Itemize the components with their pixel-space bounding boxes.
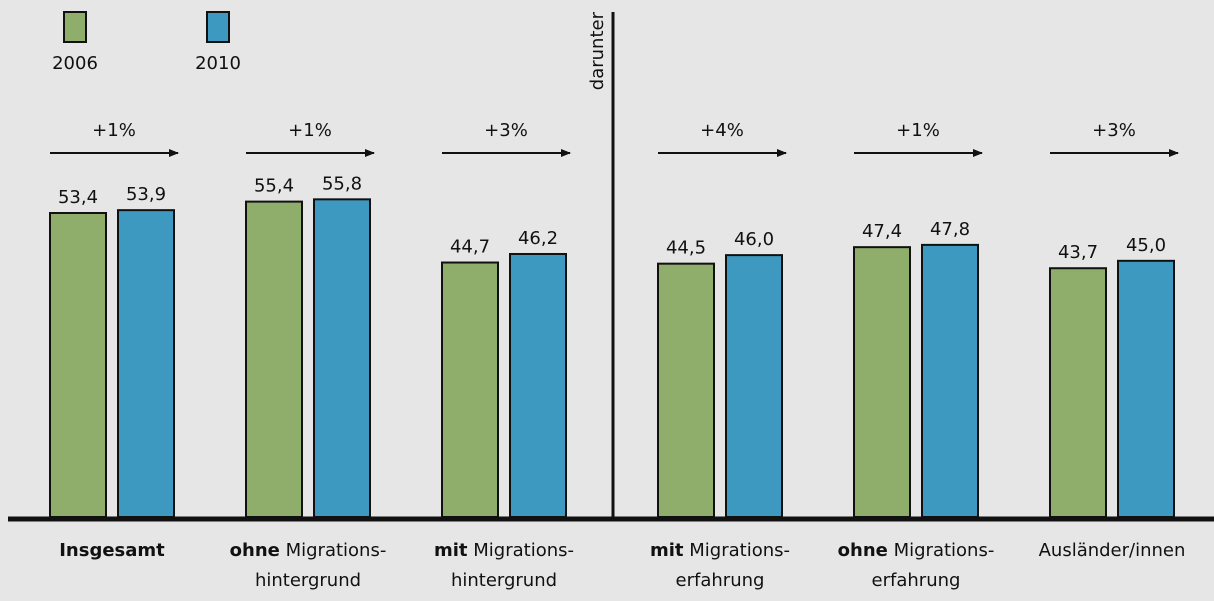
legend-label-2010: 2010 — [195, 53, 241, 74]
category-label-4: mit Migrations- — [650, 540, 790, 561]
category-label-line2-5: erfahrung — [872, 570, 961, 591]
bar-2010-2 — [313, 198, 371, 519]
bar-2006-5 — [853, 246, 911, 518]
category-label-line2-3: hintergrund — [451, 570, 557, 591]
value-label-2010-1: 53,9 — [126, 184, 166, 205]
category-label-rest-3: Migrations- — [468, 540, 574, 561]
category-label-rest-6: Ausländer/innen — [1039, 540, 1186, 561]
bar-2010-5 — [921, 243, 979, 518]
value-label-2010-6: 45,0 — [1126, 235, 1166, 256]
value-label-2010-3: 46,2 — [518, 228, 558, 249]
change-label-3: +3% — [484, 120, 528, 141]
category-label-2: ohne Migrations- — [230, 540, 387, 561]
bar-2006-1 — [49, 212, 107, 518]
bar-2010-1 — [117, 209, 175, 518]
legend-swatch-2006 — [63, 11, 87, 43]
bar-2006-3 — [441, 261, 499, 518]
value-label-2010-5: 47,8 — [930, 219, 970, 240]
value-label-2006-6: 43,7 — [1058, 242, 1098, 263]
change-label-4: +4% — [700, 120, 744, 141]
value-label-2006-4: 44,5 — [666, 238, 706, 259]
category-label-1: Insgesamt — [59, 540, 165, 561]
bar-2006-2 — [245, 200, 303, 518]
category-label-rest-2: Migrations- — [280, 540, 386, 561]
change-label-1: +1% — [92, 120, 136, 141]
bar-2010-4 — [725, 254, 783, 518]
bar-2006-4 — [657, 262, 715, 518]
category-label-bold-3: mit — [434, 540, 468, 561]
category-label-bold-4: mit — [650, 540, 684, 561]
category-label-bold-1: Insgesamt — [59, 540, 165, 561]
legend-swatch-2010 — [206, 11, 230, 43]
legend-label-2006: 2006 — [52, 53, 98, 74]
bar-2010-6 — [1117, 259, 1175, 518]
value-label-2006-2: 55,4 — [254, 176, 294, 197]
category-label-line2-2: hintergrund — [255, 570, 361, 591]
value-label-2006-5: 47,4 — [862, 221, 902, 242]
value-label-2006-1: 53,4 — [58, 187, 98, 208]
category-label-bold-2: ohne — [230, 540, 280, 561]
category-label-rest-4: Migrations- — [684, 540, 790, 561]
value-label-2010-4: 46,0 — [734, 229, 774, 250]
bar-2010-3 — [509, 252, 567, 518]
value-label-2006-3: 44,7 — [450, 237, 490, 258]
category-label-3: mit Migrations- — [434, 540, 574, 561]
change-label-6: +3% — [1092, 120, 1136, 141]
divider-label: darunter — [587, 11, 608, 90]
bar-2006-6 — [1049, 267, 1107, 518]
category-label-bold-5: ohne — [838, 540, 888, 561]
category-label-rest-5: Migrations- — [888, 540, 994, 561]
category-label-line2-4: erfahrung — [676, 570, 765, 591]
change-label-5: +1% — [896, 120, 940, 141]
category-label-6: Ausländer/innen — [1039, 540, 1186, 561]
value-label-2010-2: 55,8 — [322, 173, 362, 194]
change-label-2: +1% — [288, 120, 332, 141]
category-label-5: ohne Migrations- — [838, 540, 995, 561]
